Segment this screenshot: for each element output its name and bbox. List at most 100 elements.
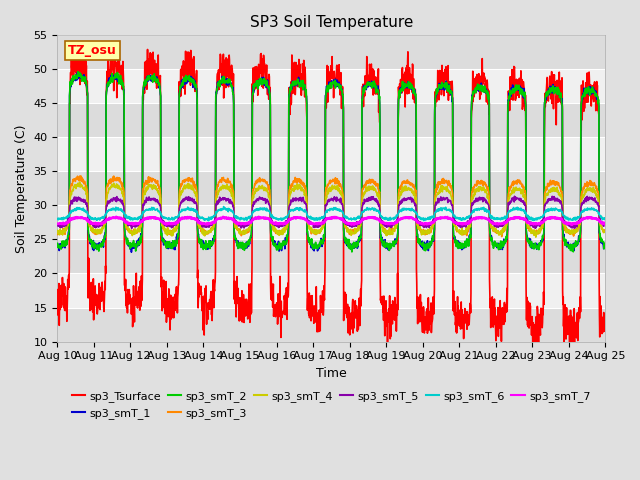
sp3_smT_1 (127, 249, 135, 255)
sp3_smT_1 (65, 231, 73, 237)
sp3_smT_4 (76, 179, 83, 185)
sp3_smT_5 (208, 222, 216, 228)
sp3_Tsurface (358, 108, 366, 113)
sp3_smT_3 (208, 224, 216, 230)
sp3_smT_7 (358, 217, 366, 223)
sp3_smT_5 (358, 205, 366, 211)
sp3_smT_5 (538, 220, 546, 226)
sp3_smT_5 (54, 222, 61, 228)
sp3_smT_3 (65, 218, 73, 224)
sp3_smT_3 (498, 234, 506, 240)
Line: sp3_smT_1: sp3_smT_1 (58, 72, 605, 252)
sp3_smT_5 (143, 194, 150, 200)
sp3_smT_2 (358, 96, 366, 102)
sp3_Tsurface (538, 319, 546, 324)
sp3_smT_1 (266, 102, 274, 108)
sp3_smT_6 (143, 207, 150, 213)
sp3_smT_4 (601, 229, 609, 235)
sp3_smT_3 (266, 190, 274, 196)
Bar (58, 240, 605, 274)
sp3_smT_4 (208, 225, 216, 231)
sp3_smT_4 (54, 228, 61, 233)
sp3_smT_5 (266, 204, 274, 210)
sp3_smT_2 (143, 76, 150, 82)
sp3_Tsurface (65, 285, 73, 290)
sp3_smT_7 (65, 219, 73, 225)
sp3_smT_7 (208, 220, 216, 226)
Bar (58, 36, 605, 69)
Bar (58, 274, 605, 308)
sp3_smT_2 (348, 249, 356, 255)
sp3_smT_6 (601, 216, 609, 221)
sp3_smT_1 (143, 75, 151, 81)
sp3_smT_2 (65, 229, 73, 235)
sp3_smT_4 (266, 197, 274, 203)
sp3_smT_2 (54, 240, 61, 246)
sp3_smT_4 (65, 214, 73, 220)
sp3_smT_3 (77, 173, 84, 179)
sp3_smT_3 (538, 223, 546, 228)
Bar (58, 137, 605, 171)
Bar (58, 205, 605, 240)
Bar (58, 103, 605, 137)
sp3_smT_3 (143, 179, 150, 184)
sp3_Tsurface (208, 318, 216, 324)
Legend: sp3_Tsurface, sp3_smT_1, sp3_smT_2, sp3_smT_3, sp3_smT_4, sp3_smT_5, sp3_smT_6, : sp3_Tsurface, sp3_smT_1, sp3_smT_2, sp3_… (67, 387, 595, 423)
sp3_smT_1 (601, 245, 609, 251)
sp3_smT_2 (538, 237, 546, 243)
sp3_smT_3 (358, 193, 366, 199)
sp3_smT_6 (266, 210, 274, 216)
Line: sp3_smT_4: sp3_smT_4 (58, 182, 605, 237)
Line: sp3_smT_2: sp3_smT_2 (58, 72, 605, 252)
sp3_smT_7 (266, 217, 274, 223)
sp3_smT_3 (601, 228, 609, 234)
sp3_smT_2 (74, 69, 82, 74)
sp3_smT_1 (358, 96, 366, 102)
sp3_smT_7 (113, 214, 120, 220)
sp3_smT_5 (511, 193, 518, 199)
Line: sp3_smT_5: sp3_smT_5 (58, 196, 605, 228)
Bar (58, 308, 605, 342)
sp3_smT_2 (601, 241, 609, 247)
sp3_smT_1 (538, 239, 546, 244)
sp3_Tsurface (143, 76, 150, 82)
sp3_smT_1 (54, 244, 61, 250)
sp3_smT_6 (205, 218, 212, 224)
sp3_smT_2 (266, 92, 274, 97)
Line: sp3_smT_6: sp3_smT_6 (58, 206, 605, 221)
Title: SP3 Soil Temperature: SP3 Soil Temperature (250, 15, 413, 30)
sp3_smT_7 (143, 216, 150, 221)
Bar (58, 69, 605, 103)
Text: TZ_osu: TZ_osu (68, 44, 117, 57)
sp3_smT_5 (128, 226, 136, 231)
Line: sp3_smT_7: sp3_smT_7 (58, 217, 605, 225)
sp3_smT_7 (601, 221, 609, 227)
sp3_smT_4 (538, 225, 546, 231)
sp3_smT_4 (143, 185, 150, 191)
sp3_smT_6 (358, 209, 366, 215)
sp3_smT_1 (209, 239, 216, 245)
sp3_smT_1 (74, 70, 81, 75)
X-axis label: Time: Time (316, 367, 347, 380)
sp3_smT_6 (65, 213, 73, 219)
sp3_smT_4 (532, 234, 540, 240)
sp3_smT_5 (601, 223, 609, 228)
sp3_Tsurface (601, 313, 609, 319)
sp3_smT_7 (568, 222, 575, 228)
sp3_smT_5 (65, 217, 73, 223)
Line: sp3_smT_3: sp3_smT_3 (58, 176, 605, 237)
sp3_Tsurface (570, 362, 577, 368)
sp3_Tsurface (115, 41, 123, 47)
sp3_smT_6 (54, 216, 61, 221)
Y-axis label: Soil Temperature (C): Soil Temperature (C) (15, 124, 28, 252)
sp3_smT_2 (208, 243, 216, 249)
sp3_smT_7 (54, 221, 61, 227)
sp3_smT_4 (358, 198, 366, 204)
Line: sp3_Tsurface: sp3_Tsurface (58, 44, 605, 365)
sp3_smT_6 (208, 214, 216, 220)
sp3_smT_6 (538, 215, 546, 220)
sp3_Tsurface (266, 84, 274, 90)
sp3_smT_7 (538, 219, 546, 225)
Bar (58, 171, 605, 205)
sp3_Tsurface (54, 308, 61, 313)
